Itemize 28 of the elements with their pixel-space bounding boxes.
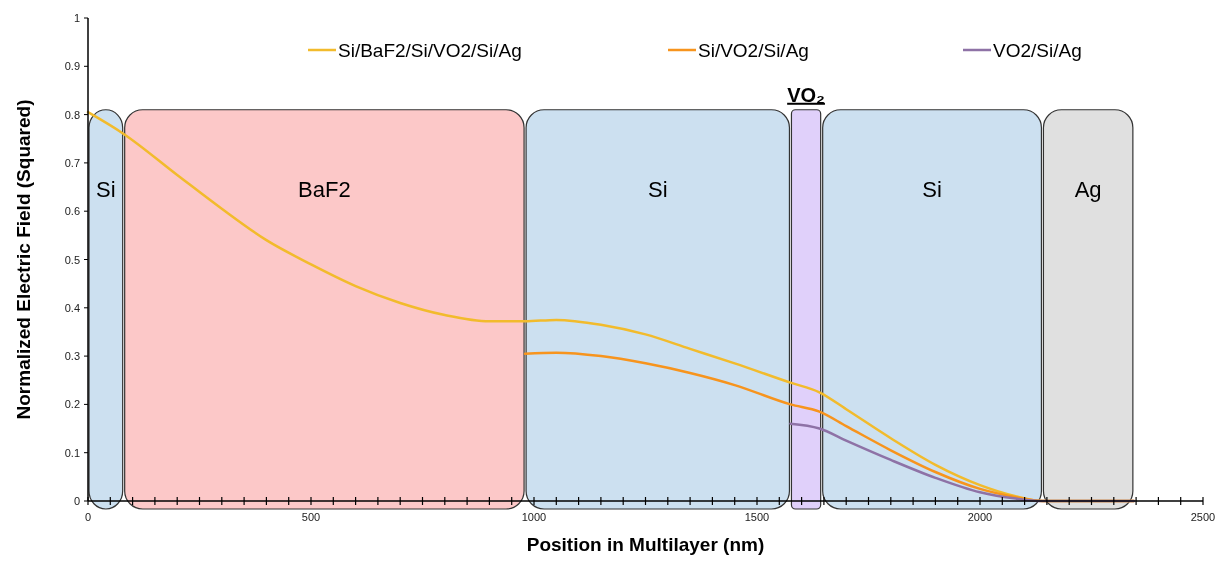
- y-tick-label: 0.6: [64, 205, 80, 218]
- y-tick-label: 0.7: [64, 156, 80, 169]
- band-label: VO₂: [787, 83, 825, 106]
- y-tick-label: 0.3: [64, 350, 80, 363]
- x-tick-label: 500: [301, 511, 321, 523]
- band-label: BaF2: [298, 176, 351, 202]
- x-tick-label: 0: [84, 511, 92, 523]
- band-label: Ag: [1074, 176, 1102, 202]
- y-tick-label: 0.9: [64, 60, 80, 73]
- x-tick-label: 2500: [1190, 511, 1216, 523]
- x-tick-label: 1500: [744, 511, 770, 523]
- y-tick-label: 0.5: [64, 253, 80, 266]
- band-label: Si: [647, 176, 668, 202]
- y-tick-label: 0.2: [64, 398, 80, 411]
- legend-label: VO2/Si/Ag: [993, 40, 1082, 61]
- legend-label: Si/BaF2/Si/VO2/Si/Ag: [338, 40, 522, 61]
- y-tick-label: 0.4: [64, 301, 80, 314]
- y-tick-label: 0.1: [64, 446, 80, 459]
- x-tick-label: 1000: [521, 511, 547, 523]
- y-tick-label: 0: [73, 495, 80, 507]
- x-axis-title: Position in Multilayer (nm): [526, 534, 765, 555]
- y-tick-label: 1: [73, 12, 80, 24]
- x-tick-label: 2000: [967, 511, 993, 523]
- band-label: Si: [922, 176, 942, 202]
- y-tick-label: 0.8: [64, 108, 80, 121]
- band-label: Si: [96, 176, 116, 202]
- legend-label: Si/VO2/Si/Ag: [698, 40, 809, 61]
- y-axis-title: Normalized Electric Field (Squared): [13, 99, 34, 420]
